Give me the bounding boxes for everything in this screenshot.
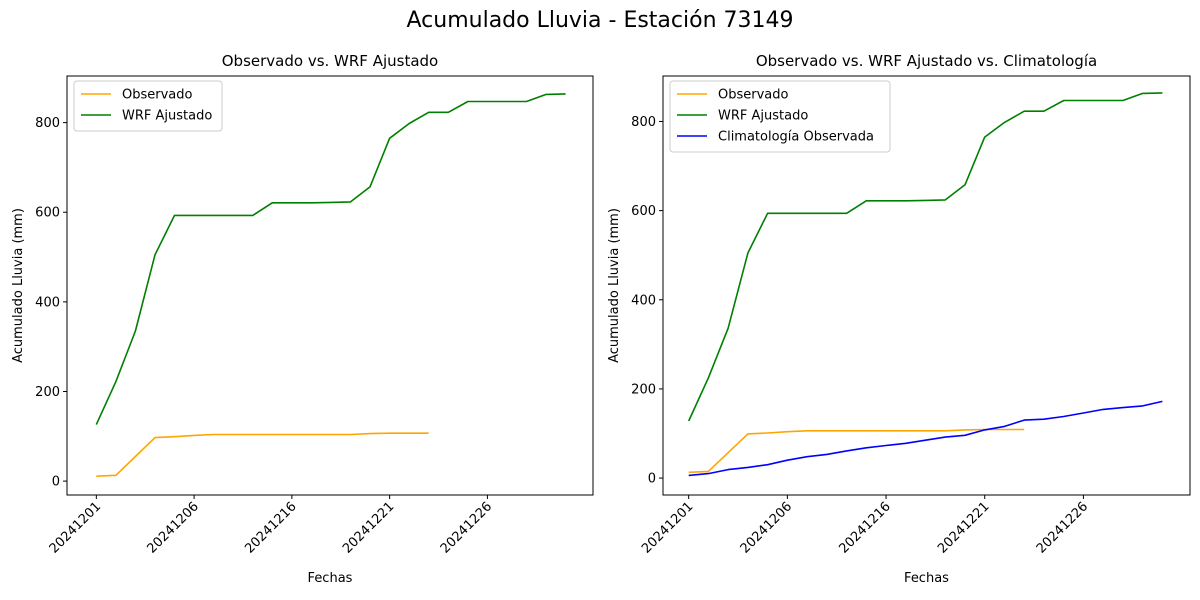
x-tick-label: 20241226 (438, 499, 495, 556)
y-tick-label: 200 (35, 385, 60, 400)
legend-label: WRF Ajustado (122, 109, 212, 124)
y-tick-label: 600 (631, 204, 656, 219)
series-line-observado (688, 428, 1025, 474)
legend: Observado WRF Ajustado Climatología Observ… (669, 80, 891, 153)
figure-suptitle: Acumulado Lluvia - Estación 73149 (406, 8, 794, 33)
series-line-wrf-ajustado (687, 92, 1163, 422)
y-tick-label: 600 (35, 206, 60, 221)
x-tick-label: 20241221 (340, 499, 397, 556)
legend-label: Climatología Observada (718, 130, 874, 145)
series-line-observado (96, 432, 429, 477)
y-tick-label: 800 (35, 116, 60, 131)
series-line-climatología-observada (688, 400, 1163, 477)
axes-frame (66, 75, 594, 496)
x-tick-label: 20241226 (1034, 499, 1091, 556)
y-tick-label: 0 (52, 475, 60, 490)
y-axis-label: Acumulado Lluvia (mm) (607, 208, 622, 363)
y-tick-label: 800 (631, 115, 656, 130)
x-tick-label: 20241206 (145, 499, 202, 556)
y-axis-label: Acumulado Lluvia (mm) (11, 208, 26, 363)
chart-title: Observado vs. WRF Ajustado vs. Climatolo… (756, 52, 1097, 70)
chart-2: 0 200 400 600 800 20241201 20241206 20241216 202… (607, 52, 1191, 586)
series-line-wrf-ajustado (95, 93, 566, 425)
legend-label: Observado (122, 88, 193, 103)
chart-1: 0 200 400 600 800 20241201 20241206 20241216 202… (11, 52, 594, 586)
x-axis-label: Fechas (308, 571, 353, 586)
x-axis-label: Fechas (904, 571, 949, 586)
x-tick-label: 20241216 (242, 499, 299, 556)
x-tick-label: 20241201 (47, 499, 104, 556)
axes-frame (662, 75, 1191, 496)
chart-title: Observado vs. WRF Ajustado (222, 52, 438, 70)
y-tick-label: 200 (631, 382, 656, 397)
y-tick-label: 400 (631, 293, 656, 308)
x-tick-label: 20241221 (935, 499, 992, 556)
legend-label: WRF Ajustado (718, 109, 808, 124)
y-tick-label: 400 (35, 295, 60, 310)
x-tick-label: 20241201 (639, 499, 696, 556)
legend-box (669, 80, 891, 153)
legend-label: Observado (718, 88, 789, 103)
y-tick-label: 0 (648, 472, 656, 487)
x-tick-label: 20241216 (836, 499, 893, 556)
legend: Observado WRF Ajustado (73, 80, 223, 132)
x-tick-label: 20241206 (738, 499, 795, 556)
